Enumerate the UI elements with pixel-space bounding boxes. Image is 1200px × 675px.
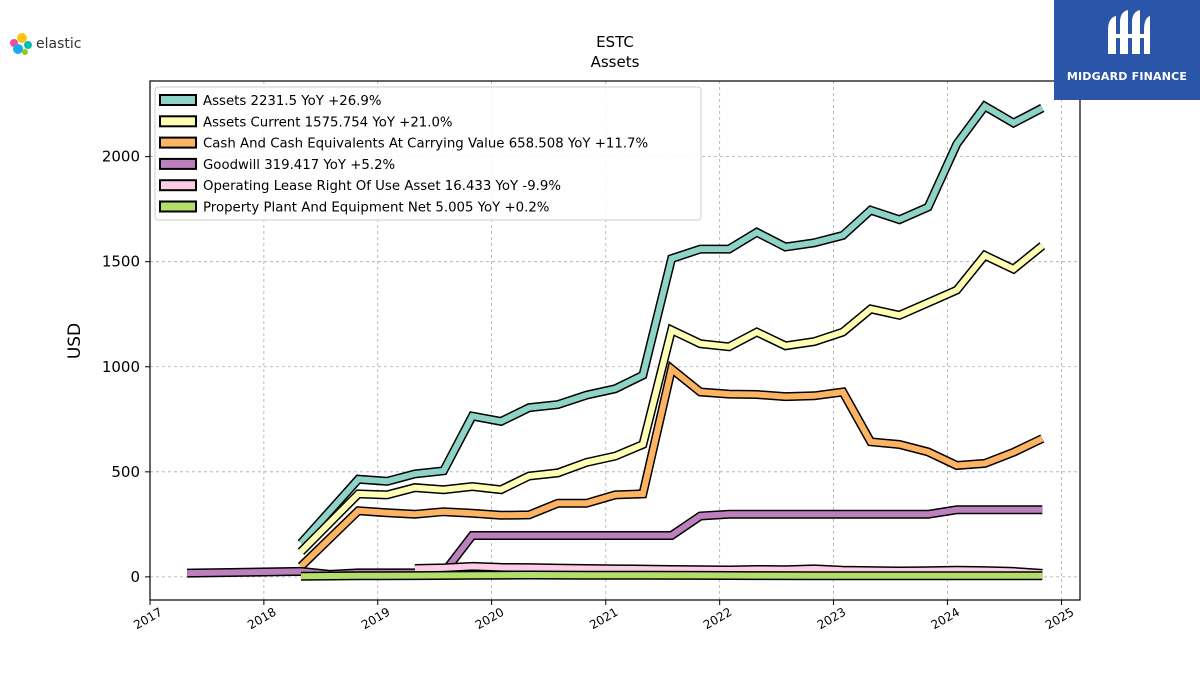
series-0 bbox=[297, 100, 1045, 547]
x-tick-label: 2021 bbox=[587, 605, 620, 632]
chart-subtitle: Assets bbox=[591, 53, 640, 71]
elastic-logo bbox=[10, 33, 32, 55]
x-tick-label: 2017 bbox=[131, 605, 164, 632]
legend-swatch bbox=[159, 179, 197, 192]
midgard-finance-logo: MIDGARD FINANCE bbox=[1054, 0, 1200, 100]
midgard-logo-text: MIDGARD FINANCE bbox=[1066, 70, 1188, 83]
legend-label: Operating Lease Right Of Use Asset 16.43… bbox=[203, 179, 561, 194]
x-tick-label: 2025 bbox=[1043, 605, 1076, 632]
plot-frame bbox=[149, 80, 1081, 601]
legend-label: Goodwill 319.417 YoY +5.2% bbox=[203, 158, 395, 173]
series-2 bbox=[297, 360, 1045, 570]
series-line bbox=[300, 571, 1043, 580]
x-tick-label: 2018 bbox=[245, 605, 278, 632]
series-line-outline bbox=[297, 242, 1046, 555]
y-tick-label: 1000 bbox=[102, 358, 140, 376]
legend-swatch bbox=[159, 157, 197, 170]
x-tick-label: 2020 bbox=[473, 605, 506, 632]
midgard-emblem-icon bbox=[1108, 10, 1150, 54]
elastic-logo-text: elastic bbox=[36, 36, 82, 52]
y-axis-label: USD bbox=[65, 323, 85, 359]
chart-title: ESTC bbox=[596, 33, 634, 51]
x-tick-label: 2023 bbox=[815, 605, 848, 632]
y-tick-label: 1500 bbox=[102, 253, 140, 271]
series-layer bbox=[187, 100, 1046, 581]
x-tick-label: 2019 bbox=[359, 605, 392, 632]
legend-box bbox=[154, 86, 702, 221]
x-tick-label: 2022 bbox=[701, 605, 734, 632]
legend: Assets 2231.5 YoY +26.9% Assets Current 1… bbox=[154, 86, 702, 221]
y-tick-label: 500 bbox=[111, 463, 140, 481]
series-4 bbox=[414, 561, 1043, 578]
legend-label: Assets Current 1575.754 YoY +21.0% bbox=[203, 115, 453, 130]
x-tick-label: 2024 bbox=[929, 605, 962, 632]
series-line bbox=[298, 243, 1045, 554]
series-5 bbox=[300, 570, 1043, 581]
legend-swatch bbox=[159, 200, 197, 213]
y-tick-label: 2000 bbox=[102, 148, 140, 166]
y-tick-label: 0 bbox=[130, 568, 140, 586]
legend-label: Property Plant And Equipment Net 5.005 Y… bbox=[203, 201, 549, 216]
legend-swatch bbox=[159, 115, 197, 128]
series-line bbox=[414, 563, 1043, 577]
legend-swatch bbox=[159, 136, 197, 149]
series-line bbox=[298, 363, 1044, 569]
series-1 bbox=[297, 242, 1046, 555]
legend-swatch bbox=[159, 94, 197, 106]
series-line bbox=[298, 102, 1044, 546]
legend-label: Cash And Cash Equivalents At Carrying Va… bbox=[203, 137, 648, 152]
legend-label: Assets 2231.5 YoY +26.9% bbox=[203, 94, 381, 109]
